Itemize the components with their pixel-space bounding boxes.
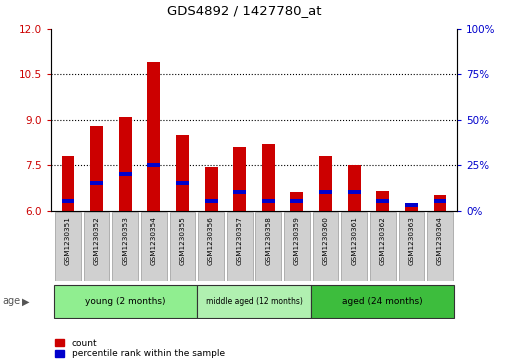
Text: GSM1230352: GSM1230352: [93, 216, 100, 265]
Bar: [291, 192, 303, 211]
Bar: [312, 212, 338, 281]
Text: GSM1230351: GSM1230351: [65, 216, 71, 265]
Bar: [311, 285, 454, 318]
Bar: [119, 117, 132, 211]
Bar: [176, 182, 189, 185]
Bar: [370, 212, 396, 281]
Bar: [147, 62, 160, 211]
Bar: [227, 212, 252, 281]
Bar: [84, 212, 109, 281]
Text: GSM1230364: GSM1230364: [437, 216, 443, 265]
Text: GSM1230354: GSM1230354: [151, 216, 157, 265]
Bar: [399, 212, 424, 281]
Bar: [341, 212, 367, 281]
Text: age: age: [3, 296, 21, 306]
Text: GSM1230362: GSM1230362: [380, 216, 386, 265]
Bar: [256, 212, 281, 281]
Text: GSM1230360: GSM1230360: [323, 216, 329, 265]
Bar: [61, 156, 74, 211]
Bar: [205, 167, 217, 211]
Bar: [147, 163, 160, 167]
Bar: [434, 200, 447, 203]
Text: ▶: ▶: [22, 296, 30, 306]
Bar: [348, 191, 361, 194]
Bar: [90, 126, 103, 211]
Bar: [405, 203, 418, 207]
Text: GSM1230358: GSM1230358: [265, 216, 271, 265]
Bar: [284, 212, 310, 281]
Bar: [54, 285, 197, 318]
Bar: [61, 200, 74, 203]
Text: GSM1230356: GSM1230356: [208, 216, 214, 265]
Bar: [434, 195, 447, 211]
Bar: [376, 191, 389, 211]
Text: GSM1230355: GSM1230355: [179, 216, 185, 265]
Text: GSM1230361: GSM1230361: [351, 216, 357, 265]
Bar: [55, 212, 81, 281]
Bar: [233, 191, 246, 194]
Bar: [170, 212, 196, 281]
Bar: [427, 212, 453, 281]
Text: aged (24 months): aged (24 months): [342, 297, 423, 306]
Text: GSM1230353: GSM1230353: [122, 216, 128, 265]
Bar: [141, 212, 167, 281]
Bar: [198, 212, 224, 281]
Text: young (2 months): young (2 months): [85, 297, 166, 306]
Bar: [291, 200, 303, 203]
Bar: [233, 147, 246, 211]
Bar: [405, 204, 418, 211]
Bar: [262, 144, 275, 211]
Bar: [176, 135, 189, 211]
Legend: count, percentile rank within the sample: count, percentile rank within the sample: [55, 339, 225, 359]
Bar: [319, 156, 332, 211]
Bar: [348, 165, 361, 211]
Bar: [197, 285, 311, 318]
Bar: [90, 182, 103, 185]
Bar: [319, 191, 332, 194]
Text: GDS4892 / 1427780_at: GDS4892 / 1427780_at: [167, 4, 321, 17]
Text: GSM1230359: GSM1230359: [294, 216, 300, 265]
Bar: [262, 200, 275, 203]
Text: middle aged (12 months): middle aged (12 months): [206, 297, 302, 306]
Text: GSM1230363: GSM1230363: [408, 216, 415, 265]
Bar: [119, 172, 132, 176]
Bar: [205, 200, 217, 203]
Bar: [376, 200, 389, 203]
Bar: [112, 212, 138, 281]
Text: GSM1230357: GSM1230357: [237, 216, 243, 265]
